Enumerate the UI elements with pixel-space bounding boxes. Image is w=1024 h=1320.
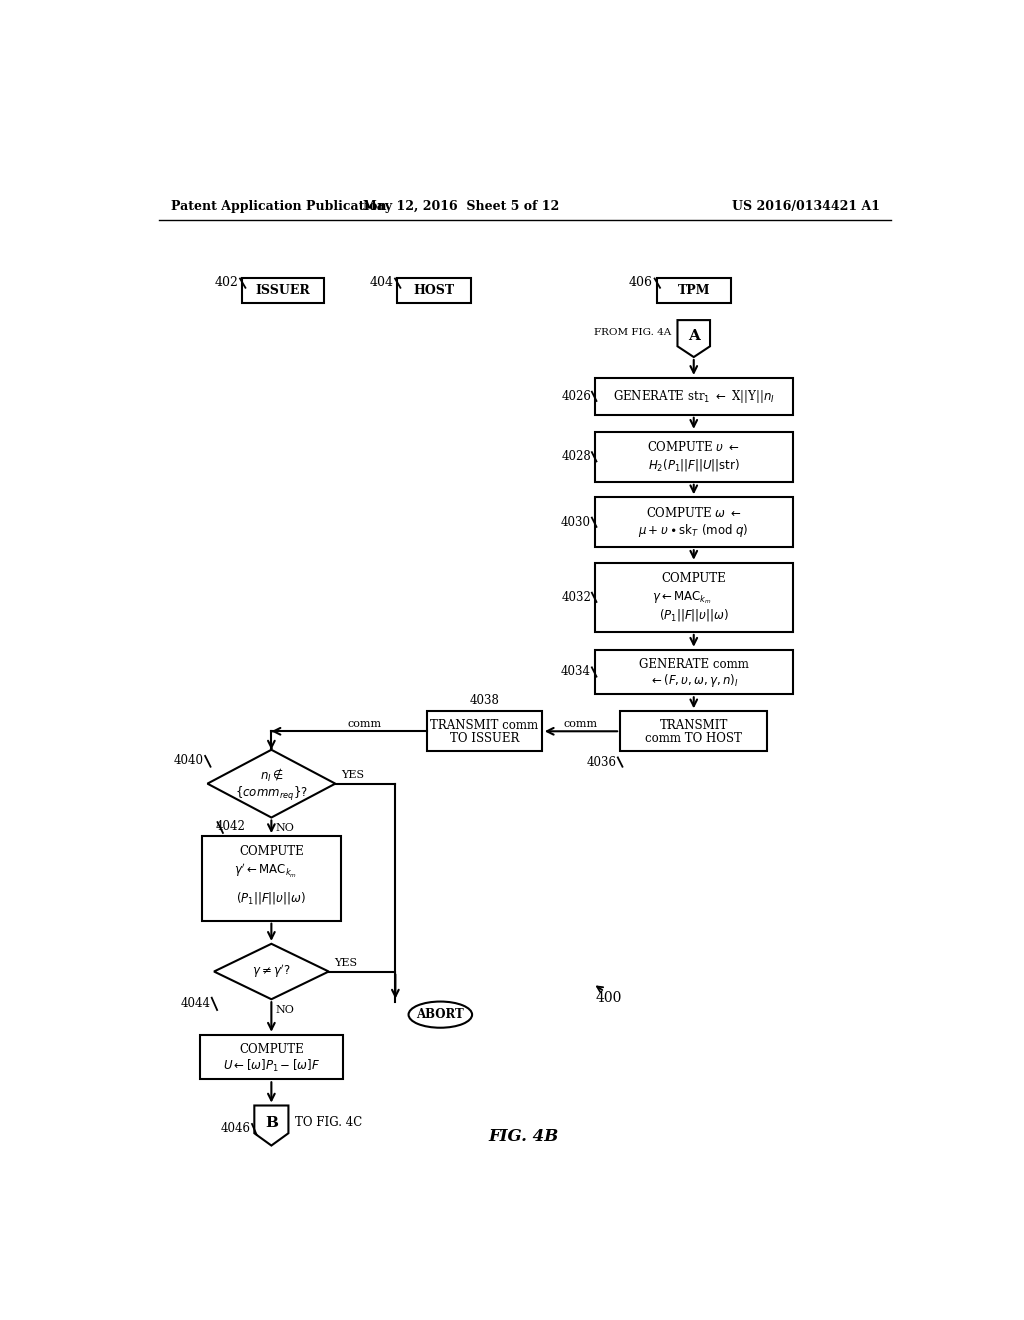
Text: $( P_1||F||\upsilon||\omega)$: $( P_1||F||\upsilon||\omega)$ — [237, 890, 306, 906]
Text: TO ISSUER: TO ISSUER — [450, 733, 519, 746]
Polygon shape — [254, 1106, 289, 1146]
Text: 4044: 4044 — [180, 997, 210, 1010]
Bar — [657, 277, 730, 304]
Text: $\{comm_{req}\}?$: $\{comm_{req}\}?$ — [234, 784, 308, 803]
Text: comm: comm — [564, 718, 598, 729]
Text: COMPUTE: COMPUTE — [239, 1043, 304, 1056]
Text: HOST: HOST — [414, 284, 455, 297]
Text: $U \leftarrow [\omega]P_1 - [\omega]F$: $U \leftarrow [\omega]P_1 - [\omega]F$ — [223, 1057, 319, 1073]
Text: $\gamma \leftarrow \mathrm{MAC}_{k_m}$: $\gamma \leftarrow \mathrm{MAC}_{k_m}$ — [652, 589, 712, 606]
Text: 4042: 4042 — [215, 820, 245, 833]
Text: B: B — [265, 1117, 278, 1130]
Text: TRANSMIT: TRANSMIT — [659, 718, 728, 731]
Text: YES: YES — [341, 770, 364, 780]
Text: comm TO HOST: comm TO HOST — [645, 733, 742, 746]
Text: $( P_1||F||\upsilon||\omega)$: $( P_1||F||\upsilon||\omega)$ — [658, 607, 729, 623]
Text: GENERATE comm: GENERATE comm — [639, 657, 749, 671]
Text: $\mu + \upsilon \bullet \mathrm{sk}_T\ (\mathrm{mod}\ q)$: $\mu + \upsilon \bullet \mathrm{sk}_T\ (… — [638, 521, 749, 539]
Text: COMPUTE $\omega$ $\leftarrow$: COMPUTE $\omega$ $\leftarrow$ — [646, 506, 741, 520]
Bar — [595, 562, 793, 632]
Text: 404: 404 — [370, 276, 393, 289]
Bar — [202, 836, 341, 921]
Text: 4038: 4038 — [470, 694, 500, 708]
Bar — [621, 711, 767, 751]
Text: 4032: 4032 — [561, 591, 591, 603]
Text: COMPUTE: COMPUTE — [662, 572, 726, 585]
Bar — [397, 277, 471, 304]
Text: TO FIG. 4C: TO FIG. 4C — [295, 1115, 361, 1129]
Bar — [200, 1035, 343, 1080]
Polygon shape — [678, 321, 710, 358]
Text: 4030: 4030 — [561, 516, 591, 529]
Text: May 12, 2016  Sheet 5 of 12: May 12, 2016 Sheet 5 of 12 — [364, 201, 559, 214]
Text: $\gamma' \leftarrow \mathrm{MAC}_{k_m}$: $\gamma' \leftarrow \mathrm{MAC}_{k_m}$ — [233, 862, 297, 880]
Text: ISSUER: ISSUER — [256, 284, 310, 297]
Bar — [595, 649, 793, 694]
Text: 4046: 4046 — [220, 1122, 251, 1135]
Text: Patent Application Publication: Patent Application Publication — [171, 201, 386, 214]
Text: YES: YES — [334, 958, 357, 968]
Text: 4040: 4040 — [173, 754, 204, 767]
Text: A: A — [688, 329, 699, 342]
Text: 400: 400 — [595, 991, 622, 1005]
Polygon shape — [214, 944, 329, 999]
Bar — [427, 711, 542, 751]
Bar — [243, 277, 324, 304]
Text: $\leftarrow(F, \upsilon, \omega, \gamma, n)_I$: $\leftarrow(F, \upsilon, \omega, \gamma,… — [649, 672, 738, 689]
Text: NO: NO — [275, 824, 295, 833]
Text: comm: comm — [348, 718, 382, 729]
Text: 4036: 4036 — [587, 755, 616, 768]
Bar — [595, 432, 793, 482]
Text: $\gamma \neq \gamma'?$: $\gamma \neq \gamma'?$ — [252, 962, 291, 981]
Text: 4028: 4028 — [561, 450, 591, 463]
Text: US 2016/0134421 A1: US 2016/0134421 A1 — [732, 201, 880, 214]
Text: 402: 402 — [215, 276, 239, 289]
Bar — [595, 378, 793, 414]
Polygon shape — [208, 750, 335, 817]
Text: 4026: 4026 — [561, 389, 591, 403]
Text: ABORT: ABORT — [417, 1008, 464, 1022]
Text: 4034: 4034 — [561, 665, 591, 678]
Text: TPM: TPM — [678, 284, 710, 297]
Text: 406: 406 — [629, 276, 653, 289]
Text: COMPUTE: COMPUTE — [239, 845, 304, 858]
Text: COMPUTE $\upsilon$ $\leftarrow$: COMPUTE $\upsilon$ $\leftarrow$ — [647, 440, 740, 454]
Text: NO: NO — [275, 1005, 295, 1015]
Text: TRANSMIT comm: TRANSMIT comm — [430, 718, 539, 731]
Text: $H_2(P_1||F||U||\mathrm{str})$: $H_2(P_1||F||U||\mathrm{str})$ — [648, 457, 739, 473]
Text: $n_I \notin$: $n_I \notin$ — [259, 767, 284, 784]
Text: GENERATE str$_1$ $\leftarrow$ X||Y||$n_I$: GENERATE str$_1$ $\leftarrow$ X||Y||$n_I… — [612, 388, 775, 405]
Text: FIG. 4B: FIG. 4B — [488, 1127, 558, 1144]
Text: FROM FIG. 4A: FROM FIG. 4A — [594, 327, 672, 337]
Ellipse shape — [409, 1002, 472, 1028]
Bar — [595, 498, 793, 548]
